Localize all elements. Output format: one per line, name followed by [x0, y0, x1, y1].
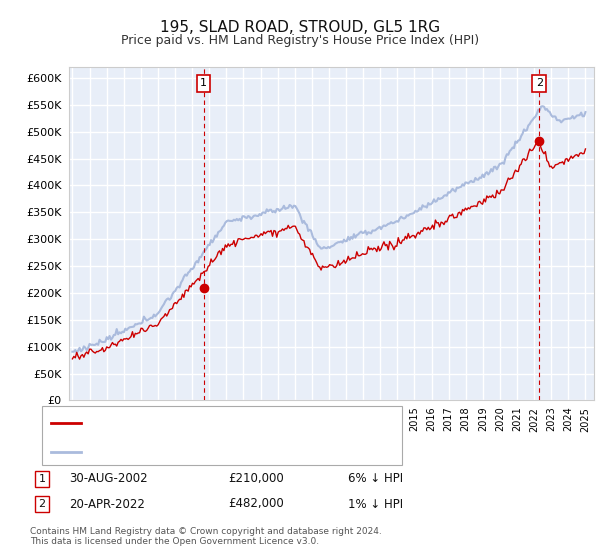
Text: 2: 2 [38, 499, 46, 509]
Text: 1: 1 [200, 78, 207, 88]
Text: Price paid vs. HM Land Registry's House Price Index (HPI): Price paid vs. HM Land Registry's House … [121, 34, 479, 46]
Text: 2: 2 [536, 78, 543, 88]
Text: 195, SLAD ROAD, STROUD, GL5 1RG (detached house): 195, SLAD ROAD, STROUD, GL5 1RG (detache… [87, 418, 392, 428]
Text: HPI: Average price, detached house, Stroud: HPI: Average price, detached house, Stro… [87, 447, 330, 457]
Text: £482,000: £482,000 [228, 497, 284, 511]
Text: 195, SLAD ROAD, STROUD, GL5 1RG: 195, SLAD ROAD, STROUD, GL5 1RG [160, 20, 440, 35]
Text: 20-APR-2022: 20-APR-2022 [69, 497, 145, 511]
Text: 6% ↓ HPI: 6% ↓ HPI [348, 472, 403, 486]
Text: 30-AUG-2002: 30-AUG-2002 [69, 472, 148, 486]
Text: 1: 1 [38, 474, 46, 484]
Text: £210,000: £210,000 [228, 472, 284, 486]
Text: 1% ↓ HPI: 1% ↓ HPI [348, 497, 403, 511]
Text: Contains HM Land Registry data © Crown copyright and database right 2024.
This d: Contains HM Land Registry data © Crown c… [30, 526, 382, 546]
